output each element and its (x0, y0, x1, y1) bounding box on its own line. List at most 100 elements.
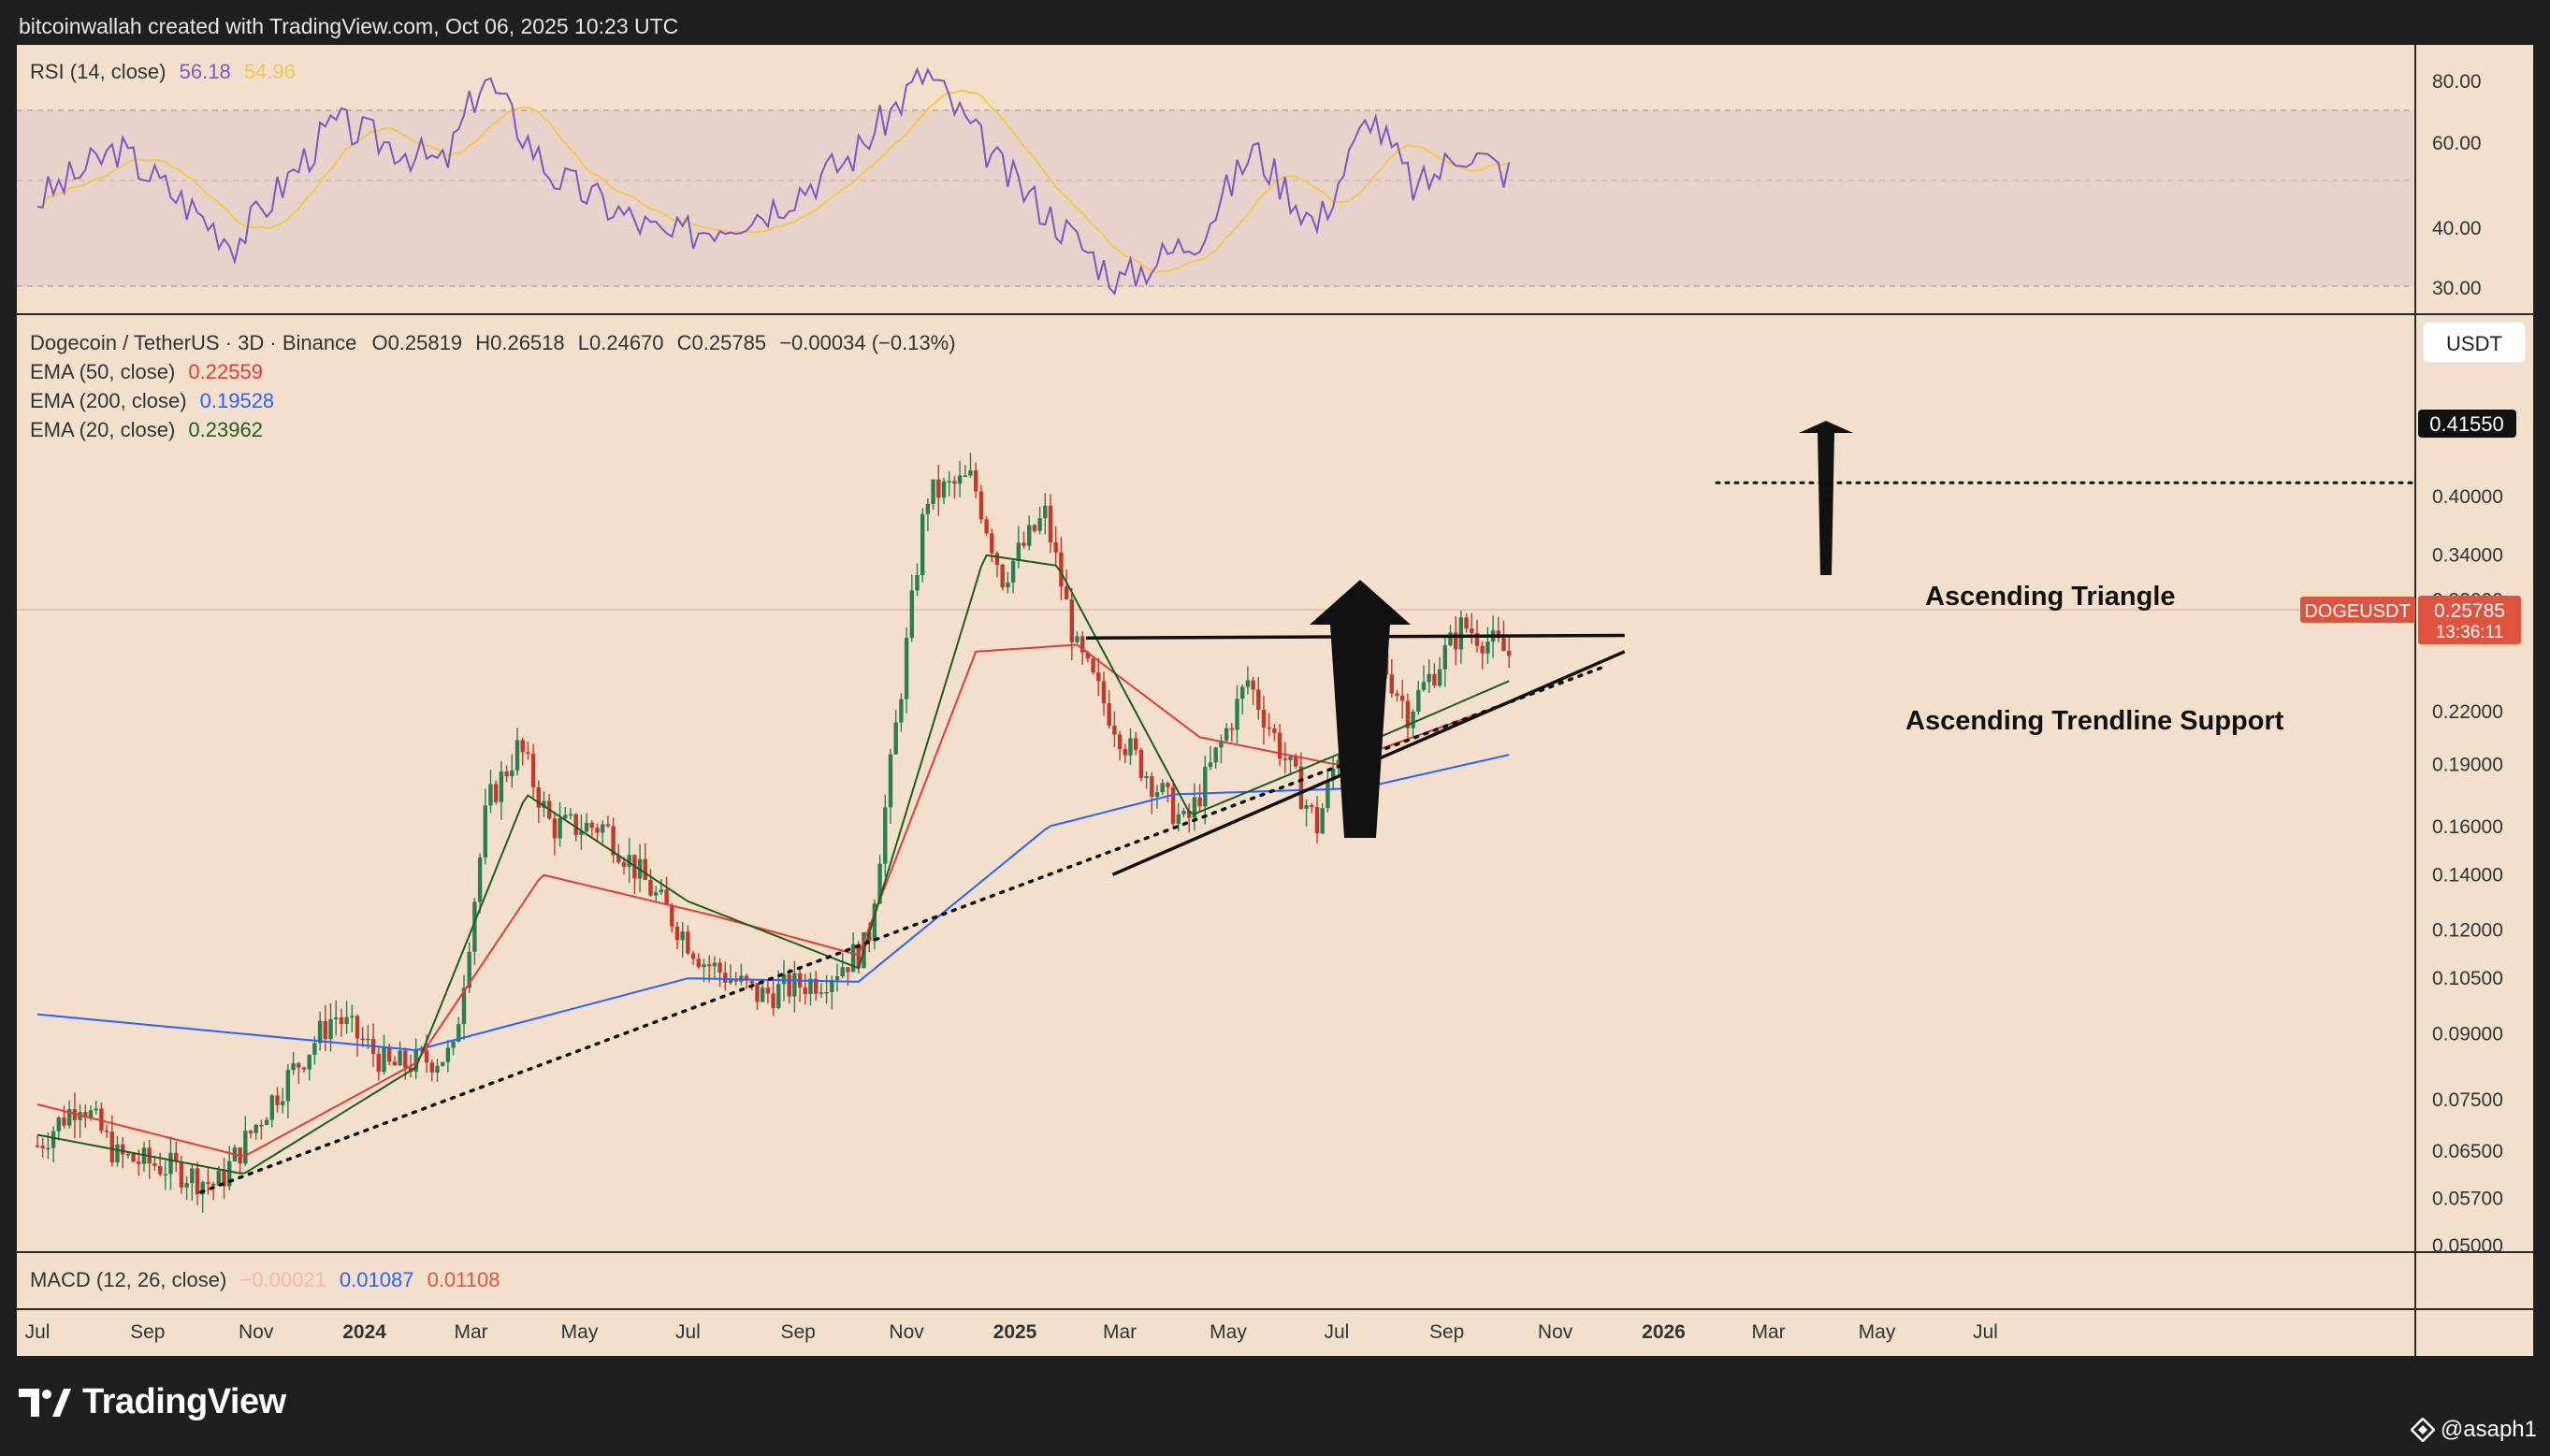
candle-body (787, 973, 791, 997)
candle-body (210, 1183, 216, 1186)
candle-body (1277, 732, 1282, 759)
candle-body (1096, 672, 1101, 682)
candle-body (323, 1020, 327, 1040)
candle-body (1085, 652, 1091, 659)
credit-text: @asaph1 (2440, 1417, 2537, 1442)
candle-body (707, 964, 712, 967)
candle-body (1310, 804, 1314, 808)
price-tick-label: 0.07500 (2432, 1089, 2503, 1111)
macd-hist-value: −0.00021 (239, 1268, 326, 1291)
currency-label[interactable]: USDT (2446, 332, 2502, 355)
candle-body (893, 722, 898, 755)
candle-body (530, 754, 536, 787)
candle-body (1192, 797, 1197, 818)
currency-button[interactable]: USDT (2422, 321, 2527, 364)
candle-body (275, 1095, 280, 1105)
candlestick-series (35, 453, 1512, 1213)
candle-body (1282, 758, 1287, 760)
candle-body (824, 991, 829, 994)
candle-body (1027, 525, 1032, 546)
candle-body (552, 818, 558, 839)
candle-body (1501, 638, 1506, 652)
candle-body (947, 481, 951, 483)
candle-body (451, 1041, 456, 1048)
candle-body (1091, 658, 1095, 673)
candle-body (355, 1016, 360, 1039)
candle-body (1112, 726, 1117, 735)
time-axis-label: Jul (1324, 1321, 1349, 1343)
tradingview-logo[interactable]: TradingView (19, 1382, 286, 1422)
price-tick-label: 0.10500 (2432, 968, 2503, 989)
candle-body (643, 858, 647, 880)
candle-body (1330, 768, 1336, 781)
time-axis[interactable]: Jul Sep Nov 2024 Mar May Jul Sep Nov 2025 Mar May Ju… (25, 1321, 1998, 1343)
candle-body (131, 1153, 136, 1162)
candle-body (627, 855, 631, 867)
candle-body (264, 1119, 269, 1126)
candle-body (1288, 757, 1293, 760)
candle-body (904, 638, 909, 699)
candle-body (46, 1147, 51, 1150)
candle-body (1326, 780, 1330, 809)
candle-body (931, 479, 935, 504)
candle-body (1240, 686, 1245, 699)
time-axis-label: Mar (1103, 1321, 1137, 1343)
candle-body (1053, 542, 1058, 553)
candle-body (654, 892, 659, 896)
breakout-target-arrow[interactable] (1799, 421, 1853, 575)
candle-body (1416, 689, 1421, 712)
time-axis-label: Sep (1429, 1321, 1464, 1343)
candle-body (494, 784, 499, 802)
candle-body (1464, 617, 1469, 629)
candle-body (88, 1110, 94, 1118)
time-axis-label: Mar (455, 1321, 488, 1343)
candle-body (312, 1043, 317, 1056)
ascending-trendline-support[interactable] (199, 664, 1609, 1194)
rsi-tick-80: 80.00 (2432, 71, 2482, 93)
low-value: L0.24670 (578, 331, 664, 354)
candle-body (83, 1112, 88, 1118)
candle-body (137, 1161, 141, 1164)
candle-body (269, 1095, 274, 1120)
candle-body (1021, 542, 1026, 546)
candle-body (94, 1108, 98, 1111)
countdown-text: 13:36:11 (2436, 623, 2504, 642)
candle-body (1117, 734, 1123, 750)
candle-body (621, 862, 627, 867)
target-price-label: 0.41550 (2418, 410, 2516, 438)
candle-body (1080, 636, 1085, 653)
pattern-height-arrow[interactable] (1310, 580, 1411, 838)
candle-body (152, 1163, 157, 1166)
price-tick-label: 0.19000 (2432, 755, 2503, 776)
candle-body (190, 1168, 195, 1184)
price-tick-label: 0.14000 (2432, 864, 2503, 886)
symbol-title: Dogecoin / TetherUS · 3D · Binance (30, 331, 356, 354)
rsi-line (36, 66, 1511, 296)
candle-body (680, 931, 685, 941)
ascending-triangle-label: Ascending Triangle (1925, 582, 2176, 612)
candle-body (163, 1174, 167, 1176)
candle-body (1235, 699, 1239, 730)
candle-body (1144, 776, 1149, 779)
open-value: O0.25819 (371, 331, 462, 354)
chart-area[interactable]: 80.00 60.00 40.00 30.00 RSI (14, close) … (0, 45, 2550, 1356)
tradingview-logo-icon (19, 1388, 71, 1417)
candle-body (616, 855, 621, 863)
candle-body (1405, 700, 1411, 728)
candle-body (1213, 747, 1218, 763)
candle-body (1437, 669, 1442, 685)
candle-body (872, 903, 877, 942)
candle-body (536, 786, 541, 808)
candle-body (307, 1055, 312, 1070)
candle-body (558, 818, 562, 839)
time-axis-label: Jul (675, 1321, 701, 1343)
price-axis[interactable]: 0.05000 0.05700 0.06500 0.07500 0.09000 0.105… (2432, 486, 2503, 1257)
candle-body (563, 814, 568, 819)
candle-body (819, 992, 824, 994)
candle-body (1485, 642, 1490, 654)
candle-body (1160, 783, 1165, 793)
candle-body (429, 1062, 434, 1073)
candle-body (765, 987, 771, 994)
candle-body (526, 752, 530, 755)
candle-body (744, 975, 749, 981)
